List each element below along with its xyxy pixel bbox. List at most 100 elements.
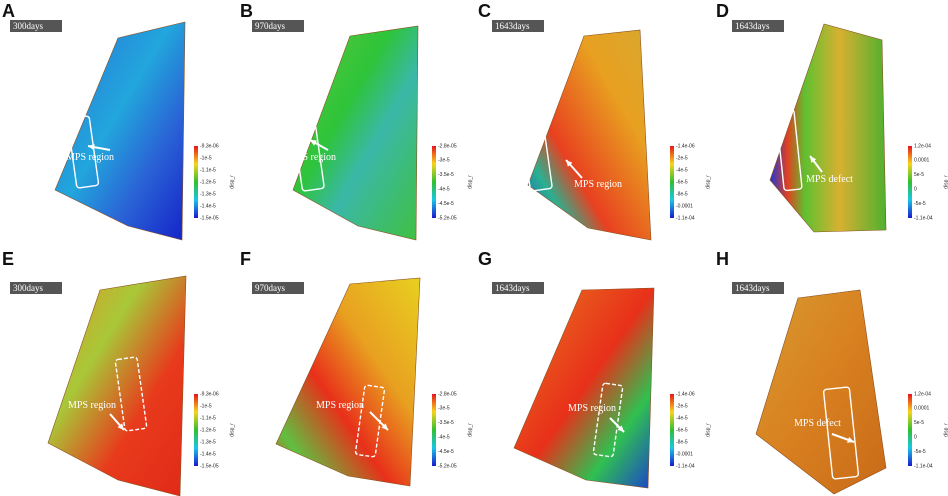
colorbar <box>670 146 674 218</box>
annotation: MPS region <box>288 152 336 163</box>
panel-letter: E <box>2 249 14 269</box>
days-label: 300days <box>13 21 43 31</box>
colorbar-label: -5e-5 <box>914 449 926 455</box>
colorbar-label: 0.0001 <box>914 158 930 164</box>
colorbar-label: -1.4e-06 <box>676 391 695 397</box>
colorbar-label: -1e-5 <box>200 155 212 161</box>
arrow-head <box>810 156 817 163</box>
days-box <box>732 20 784 32</box>
colorbar-title: disp_r <box>705 175 711 189</box>
arrow-head <box>381 423 388 430</box>
colorbar-label: -2e-5 <box>676 403 688 409</box>
colorbar-label: -9.3e-06 <box>200 391 219 397</box>
colorbar-label: -4e-5 <box>438 187 450 193</box>
panel: MPS region F 970days -2.8e-05 -3e-5 -3.5e-5 -4… <box>240 249 473 487</box>
colorbar-title: disp_r <box>229 423 235 437</box>
colorbar-label: -4.5e-5 <box>438 449 454 455</box>
arrow-head <box>847 436 854 443</box>
highlight-box <box>114 356 148 432</box>
colorbar-label: -1.1e-5 <box>200 415 216 421</box>
colorbar-label: -6e-5 <box>676 427 688 433</box>
colorbar-label: -4e-5 <box>676 415 688 421</box>
colorbar-label: 5e-5 <box>914 172 924 178</box>
days-label: 300days <box>13 283 43 293</box>
colorbar-label: -1.5e-05 <box>200 215 219 221</box>
colorbar <box>432 394 436 466</box>
highlight-box <box>822 386 860 480</box>
arrow-head <box>617 425 624 432</box>
highlight-box <box>775 108 803 192</box>
days-label: 970days <box>255 21 285 31</box>
colorbar-label: -5e-5 <box>914 201 926 207</box>
annotation: MPS region <box>568 403 616 414</box>
days-label: 1643days <box>495 283 530 293</box>
colorbar-title: disp_r <box>467 423 473 437</box>
colorbar <box>194 394 198 466</box>
days-label: 970days <box>255 283 285 293</box>
highlight-box <box>521 124 553 192</box>
colorbar-title: disp_r <box>705 423 711 437</box>
annotation: MPS region <box>316 400 364 411</box>
model <box>769 23 887 233</box>
panel-letter: F <box>240 249 251 269</box>
colorbar-label: -3e-5 <box>438 158 450 164</box>
colorbar <box>908 394 912 466</box>
days-box <box>10 20 62 32</box>
panel: MPS region C 1643days -1.4e-06 -2e-5 -4e-5 -6e… <box>478 1 711 241</box>
colorbar-label: -3e-5 <box>438 406 450 412</box>
colorbar-label: -2.8e-05 <box>438 391 457 397</box>
colorbar-label: -1.4e-5 <box>200 451 216 457</box>
model <box>275 277 421 487</box>
colorbar-label: -5.2e-05 <box>438 463 457 469</box>
model <box>755 289 887 495</box>
days-box <box>252 20 304 32</box>
days-label: 1643days <box>735 283 770 293</box>
colorbar-label: -8e-5 <box>676 439 688 445</box>
colorbar-label: -9.3e-06 <box>200 143 219 149</box>
colorbar-label: -2.8e-05 <box>438 143 457 149</box>
arrow-head <box>117 423 124 430</box>
colorbar-label: -1.2e-5 <box>200 179 216 185</box>
colorbar-label: -1.1e-04 <box>914 215 933 221</box>
colorbar-title: disp_r <box>943 175 948 189</box>
colorbar-label: -3.5e-5 <box>438 172 454 178</box>
colorbar-label: -0.0001 <box>676 203 693 209</box>
colorbar-label: -1.1e-04 <box>676 463 695 469</box>
annotation: MPS region <box>68 400 116 411</box>
colorbar-label: -1.2e-5 <box>200 427 216 433</box>
days-box <box>492 20 544 32</box>
colorbar-label: -4e-5 <box>438 435 450 441</box>
model <box>47 275 187 496</box>
highlight-box <box>592 382 624 458</box>
days-label: 1643days <box>735 21 770 31</box>
colorbar-label: -1.3e-5 <box>200 439 216 445</box>
highlight-box <box>293 124 325 192</box>
arrow-head <box>566 160 573 167</box>
model <box>54 21 186 241</box>
colorbar-label: 1.2e-04 <box>914 143 931 149</box>
panel: MPS region G 1643days -1.4e-06 -2e-5 -4e-5 -6e… <box>478 249 711 489</box>
colorbar-title: disp_r <box>229 175 235 189</box>
arrow-head <box>310 140 317 146</box>
colorbar-title: disp_r <box>943 423 948 437</box>
days-box <box>732 282 784 294</box>
panel-letter: G <box>478 249 492 269</box>
colorbar-title: disp_r <box>467 175 473 189</box>
highlight-box <box>66 115 100 189</box>
annotation: MPS defect <box>806 174 853 185</box>
colorbar-label: -1.3e-5 <box>200 191 216 197</box>
days-box <box>10 282 62 294</box>
panel-letter: A <box>2 1 15 21</box>
colorbar-label: 1.2e-04 <box>914 391 931 397</box>
annotation: MPS region <box>574 179 622 190</box>
colorbar-label: -4.5e-5 <box>438 201 454 207</box>
days-box <box>252 282 304 294</box>
colorbar-label: 0 <box>914 187 917 193</box>
colorbar-label: -1.1e-04 <box>914 463 933 469</box>
colorbar-label: -1.1e-5 <box>200 167 216 173</box>
panel: MPS defect H 1643days 1.2e-04 0.0001 5e-5 0 -5e… <box>716 249 948 495</box>
colorbar <box>432 146 436 218</box>
